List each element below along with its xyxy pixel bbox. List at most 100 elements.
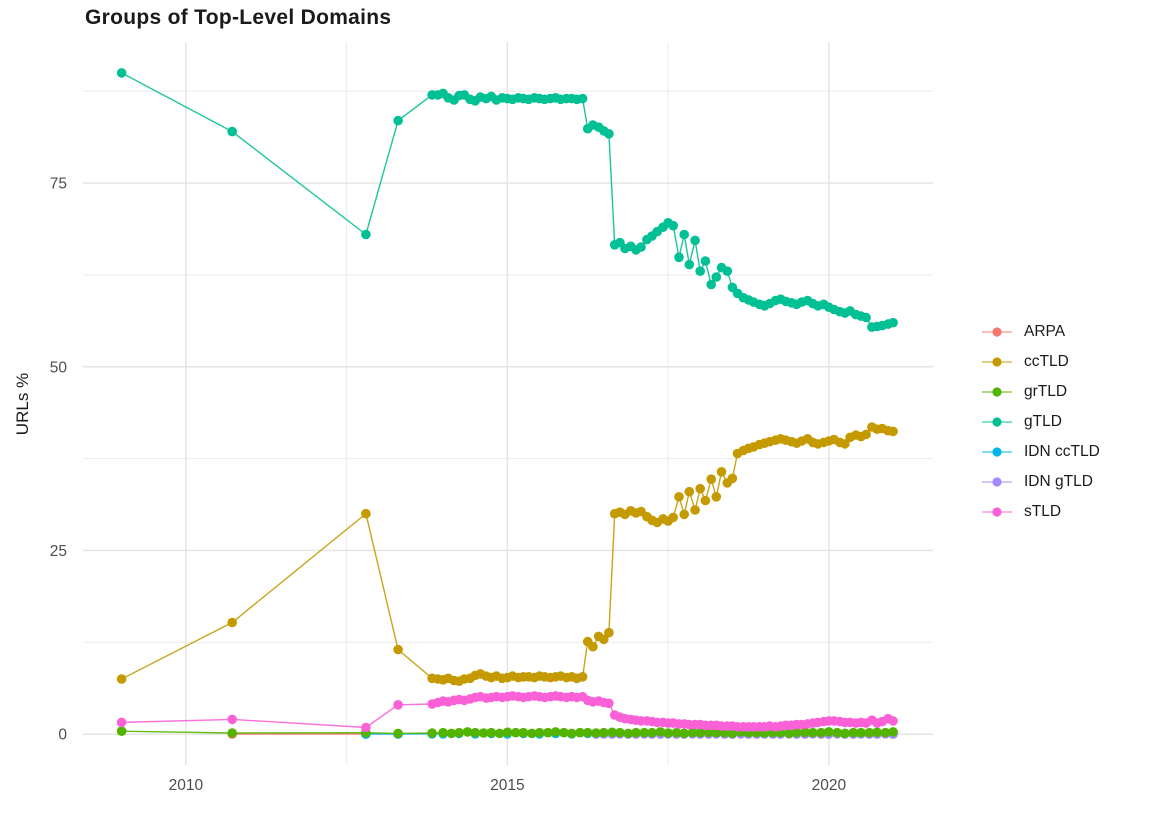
series-cctld-point [695, 483, 705, 494]
legend-key-icon [982, 417, 1012, 427]
series-cctld-point [577, 672, 588, 682]
series-grtld-point [454, 727, 464, 738]
series-grtld-point [856, 727, 866, 738]
series-cctld-point [888, 426, 898, 437]
series-grtld-point [478, 728, 489, 738]
series-cctld-point [588, 641, 598, 652]
legend-item-cctld: ccTLD [982, 353, 1100, 371]
series-grtld-point [623, 728, 633, 739]
legend-key-icon [982, 507, 1012, 517]
series-cctld-point [674, 492, 684, 502]
legend: ARPA ccTLD grTLD gTLD IDN ccTLD IDN gTLD sTLD [982, 323, 1100, 521]
series-gtld-point [888, 317, 898, 328]
series-stld-point [361, 722, 371, 733]
series-stld-point [116, 717, 127, 728]
series-grtld-point [832, 727, 842, 738]
series-grtld-point [527, 728, 537, 739]
series-grtld-point [808, 727, 818, 738]
series-cctld-point [668, 512, 678, 523]
series-cctld-point [706, 474, 716, 485]
legend-key-icon [982, 357, 1012, 367]
series-grtld-point [446, 728, 457, 739]
series-gtld [116, 68, 898, 332]
series-grtld-point [727, 728, 738, 739]
series-cctld-point [684, 486, 695, 497]
chart-title: Groups of Top-Level Domains [85, 6, 392, 29]
series-stld [116, 691, 898, 733]
series-grtld-point [591, 728, 601, 738]
legend-key-dot [992, 507, 1002, 517]
series-cctld [116, 422, 898, 686]
series-gtld-point [700, 256, 711, 266]
legend-key-icon [982, 327, 1012, 337]
x-tick-label: 2010 [169, 777, 204, 794]
series-grtld-point [393, 728, 403, 739]
series-grtld-point [791, 727, 802, 738]
series-grtld-point [494, 728, 505, 739]
series-grtld-point [888, 727, 898, 737]
series-grtld-point [816, 727, 826, 738]
y-tick-label: 0 [58, 727, 67, 744]
series-grtld-point [510, 727, 521, 738]
legend-item-gtld: gTLD [982, 413, 1100, 431]
series-cctld-point [116, 674, 127, 684]
legend-item-idn-cctld: IDN ccTLD [982, 443, 1100, 461]
legend-item-arpa: ARPA [982, 323, 1100, 341]
legend-item-idn-gtld: IDN gTLD [982, 473, 1100, 491]
series-gtld-point [116, 68, 127, 78]
legend-key-dot [992, 417, 1002, 427]
legend-item-stld: sTLD [982, 503, 1100, 521]
series-arpa [227, 729, 371, 739]
legend-label-stld: sTLD [1024, 503, 1062, 520]
y-axis-title: URLs % [13, 372, 32, 436]
x-tick-label: 2020 [812, 777, 847, 794]
major-gridlines [83, 42, 933, 765]
series-grtld-point [566, 728, 577, 739]
series-gtld-point [227, 126, 237, 137]
series-cctld-point [840, 439, 850, 449]
series-grtld-point [575, 727, 585, 738]
series-grtld-point [631, 727, 641, 738]
series-grtld-point [784, 728, 794, 739]
series-grtld-point [543, 727, 553, 738]
legend-key-icon [982, 387, 1012, 397]
series-grtld-point [470, 727, 481, 738]
legend-key-icon [982, 477, 1012, 487]
series-grtld-point [639, 727, 650, 738]
y-tick-label: 50 [50, 359, 68, 376]
series-grtld-point [679, 728, 689, 739]
series-grtld-point [711, 727, 722, 738]
legend-item-grtld: grTLD [982, 383, 1100, 401]
series-grtld-point [486, 727, 497, 738]
series-gtld-point [684, 259, 695, 270]
series-gtld-point [695, 266, 705, 277]
series-gtld-point [668, 220, 678, 231]
y-tick-label: 75 [50, 176, 67, 193]
series-cctld-point [679, 509, 689, 520]
legend-key-dot [992, 357, 1002, 367]
legend-key-dot [992, 447, 1002, 457]
series-grtld-point [599, 727, 609, 738]
series-grtld-point [615, 727, 625, 738]
legend-label-idn-gtld: IDN gTLD [1024, 473, 1093, 490]
series-grtld-point [824, 727, 834, 737]
series-cctld-point [700, 495, 711, 506]
y-tick-label: 25 [50, 543, 67, 560]
series-gtld-point [861, 312, 871, 323]
series-gtld-point [674, 252, 684, 263]
series-stld-point [888, 716, 898, 726]
series-cctld-point [690, 505, 700, 515]
series-grtld-point [687, 727, 698, 738]
series-grtld-point [227, 728, 237, 738]
series-grtld-point [848, 727, 859, 738]
legend-key-dot [992, 477, 1002, 487]
series-grtld-point [872, 727, 882, 738]
series-cctld-point [599, 634, 609, 645]
series-gtld-point [393, 115, 403, 126]
series-gtld-point [722, 266, 733, 277]
series-grtld-point [880, 727, 891, 738]
series-stld-point [604, 698, 614, 709]
series-cctld-point [393, 644, 403, 655]
